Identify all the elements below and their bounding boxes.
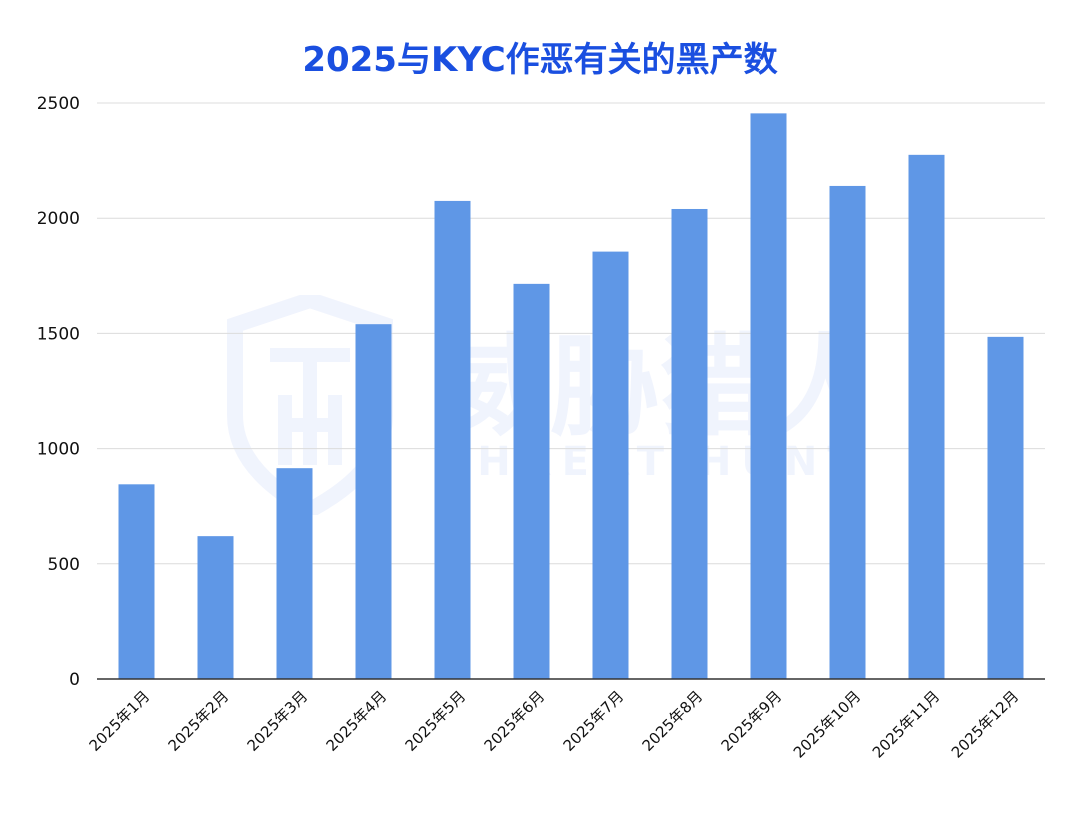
x-tick-label: 2025年1月	[86, 687, 154, 755]
bar-9	[750, 113, 787, 680]
bar-3	[276, 468, 313, 679]
bar-2	[197, 536, 234, 679]
x-tick-label: 2025年12月	[948, 687, 1022, 761]
chart-title: 2025与KYC作恶有关的黑产数	[302, 40, 778, 80]
grid-lines	[97, 102, 1045, 565]
bar-6	[513, 283, 550, 679]
x-tick-label: 2025年11月	[869, 687, 943, 761]
bar-8	[671, 208, 708, 679]
x-tick-label: 2025年2月	[165, 687, 233, 755]
bars	[118, 113, 1024, 680]
bar-12	[987, 336, 1024, 679]
bar-5	[434, 200, 471, 680]
x-tick-label: 2025年3月	[244, 687, 312, 755]
bar-4	[355, 324, 392, 679]
x-tick-label: 2025年7月	[560, 687, 628, 755]
bar-7	[592, 251, 629, 679]
y-tick-label: 500	[48, 555, 80, 575]
x-tick-label: 2025年4月	[323, 687, 391, 755]
x-tick-label: 2025年5月	[402, 687, 470, 755]
x-tick-label: 2025年10月	[790, 687, 864, 761]
y-tick-label: 2000	[37, 209, 80, 229]
bar-11	[908, 154, 945, 680]
y-tick-label: 1000	[37, 440, 80, 460]
y-tick-label: 0	[69, 670, 80, 690]
x-tick-label: 2025年9月	[718, 687, 786, 755]
x-tick-label: 2025年8月	[639, 687, 707, 755]
bar-1	[118, 484, 155, 679]
y-tick-label: 2500	[37, 94, 80, 114]
y-tick-label: 1500	[37, 324, 80, 344]
bar-10	[829, 185, 866, 679]
x-tick-label: 2025年6月	[481, 687, 549, 755]
